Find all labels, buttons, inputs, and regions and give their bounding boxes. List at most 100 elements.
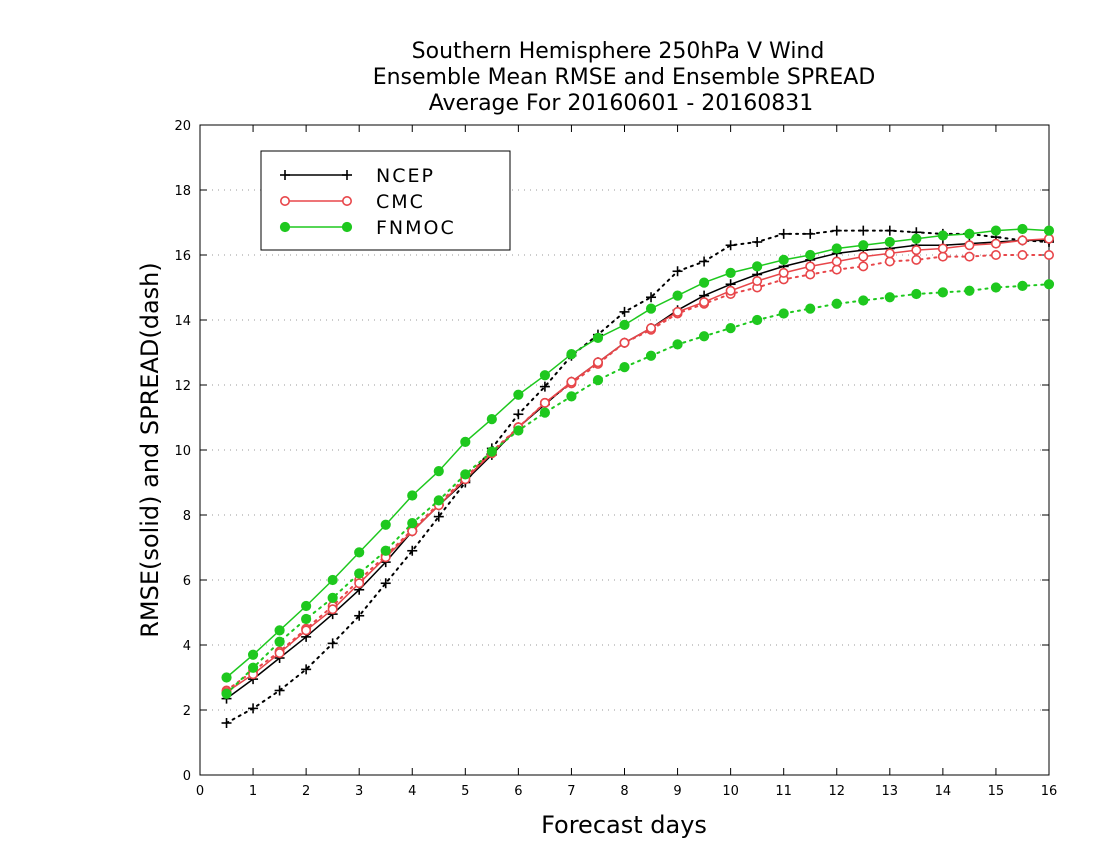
x-tick-label: 9	[673, 784, 681, 799]
fnmoc-rmse-point	[645, 303, 657, 314]
fnmoc-spread-point	[805, 303, 816, 314]
title-line-1: Southern Hemisphere 250hPa V Wind	[412, 39, 825, 64]
fnmoc-rmse-point	[858, 240, 869, 251]
fnmoc-spread-point	[1043, 279, 1055, 290]
fnmoc-spread-point	[566, 391, 577, 402]
cmc-rmse-point	[858, 251, 869, 262]
cmc-spread-point	[911, 254, 922, 265]
ncep-spread-point	[221, 718, 232, 728]
y-tick-label: 2	[183, 704, 191, 719]
fnmoc-spread-point	[831, 298, 842, 309]
cmc-spread-point	[858, 261, 869, 272]
y-tick-label: 16	[174, 249, 191, 264]
fnmoc-spread-point	[592, 375, 604, 386]
fnmoc-rmse-point	[380, 519, 391, 530]
fnmoc-spread-point	[460, 469, 471, 480]
y-axis-title: RMSE(solid) and SPREAD(dash)	[136, 262, 164, 638]
cmc-rmse-point	[619, 337, 630, 348]
fnmoc-rmse-point	[592, 332, 604, 343]
ncep-spread-point	[301, 664, 312, 675]
y-tick-label: 18	[174, 184, 191, 199]
series-layer	[221, 223, 1055, 728]
fnmoc-rmse-point	[672, 290, 683, 301]
fnmoc-rmse-point	[725, 267, 736, 278]
ncep-spread-point	[433, 511, 444, 522]
fnmoc-spread-point	[221, 688, 232, 699]
y-tick-label: 6	[183, 574, 191, 589]
y-tick-label: 8	[183, 509, 191, 524]
fnmoc-rmse-point	[1017, 223, 1028, 235]
fnmoc-rmse-point	[937, 230, 948, 241]
cmc-spread-point	[990, 250, 1001, 261]
fnmoc-rmse-point	[486, 414, 497, 425]
ncep-spread-point	[646, 292, 657, 303]
x-tick-label: 16	[1041, 784, 1058, 799]
ncep-spread-point	[354, 610, 365, 621]
x-tick-label: 1	[249, 784, 257, 799]
ncep-spread-point	[380, 578, 391, 589]
fnmoc-rmse-point	[831, 243, 842, 254]
fnmoc-spread-point	[725, 323, 736, 334]
fnmoc-rmse-point	[778, 254, 789, 265]
fnmoc-spread-line	[225, 283, 1050, 695]
cmc-rmse-point	[592, 357, 603, 368]
fnmoc-spread-point	[884, 292, 895, 303]
fnmoc-spread-point	[274, 636, 285, 647]
cmc-rmse-point	[725, 285, 736, 296]
fnmoc-rmse-point	[327, 574, 338, 586]
fnmoc-rmse-point	[247, 649, 259, 660]
cmc-rmse-point	[566, 376, 577, 387]
legend-fnmoc-marker	[341, 221, 353, 233]
cmc-spread-point	[1017, 250, 1028, 261]
fnmoc-spread-point	[778, 308, 789, 319]
cmc-rmse-point	[831, 256, 842, 267]
fnmoc-spread-point	[672, 339, 683, 350]
fnmoc-spread-point	[513, 425, 524, 436]
ncep-spread-point	[513, 409, 524, 420]
fnmoc-spread-point	[1017, 280, 1028, 291]
y-tick-label: 4	[183, 639, 191, 654]
fnmoc-rmse-point	[433, 466, 444, 477]
x-tick-label: 0	[196, 784, 204, 799]
ncep-spread-point	[831, 225, 842, 236]
fnmoc-spread-point	[698, 331, 710, 342]
cmc-rmse-point	[407, 526, 418, 537]
title-line-3: Average For 20160601 - 20160831	[429, 91, 814, 116]
fnmoc-spread-point	[486, 446, 497, 457]
y-tick-label: 0	[183, 769, 191, 784]
ncep-spread-point	[619, 306, 630, 317]
fnmoc-rmse-line	[226, 228, 1050, 679]
fnmoc-rmse-point	[805, 249, 816, 261]
cmc-rmse-point	[699, 297, 710, 308]
x-tick-label: 15	[988, 784, 1005, 799]
cmc-rmse-line	[226, 238, 1050, 693]
fnmoc-rmse-point	[911, 233, 922, 244]
cmc-rmse-point	[672, 306, 683, 317]
fnmoc-rmse-point	[274, 625, 285, 636]
fnmoc-rmse-point	[619, 319, 630, 330]
legend-ncep-marker	[280, 170, 290, 180]
fnmoc-rmse-point	[301, 600, 312, 612]
x-tick-label: 3	[355, 784, 363, 799]
legend-cmc-marker	[279, 196, 290, 207]
cmc-spread-line	[225, 254, 1050, 692]
y-tick-label: 12	[174, 379, 191, 394]
fnmoc-rmse-point	[884, 236, 895, 248]
fnmoc-spread-point	[433, 495, 444, 506]
x-tick-label: 2	[302, 784, 310, 799]
x-tick-label: 6	[514, 784, 522, 799]
y-tick-label: 20	[174, 119, 191, 134]
cmc-spread-point	[805, 269, 816, 280]
fnmoc-spread-point	[752, 314, 763, 326]
fnmoc-spread-point	[380, 545, 391, 556]
fnmoc-spread-point	[990, 282, 1002, 293]
cmc-rmse-point	[1044, 233, 1055, 244]
x-axis-title: Forecast days	[541, 811, 707, 839]
cmc-rmse-point	[937, 243, 948, 254]
cmc-rmse-point	[805, 261, 816, 272]
x-axis: 0 1 2 3 4 5 6 7 8 9 10 11 12 13 14 15 16	[196, 125, 1057, 799]
y-tick-label: 14	[174, 314, 191, 329]
fnmoc-rmse-point	[566, 349, 577, 360]
fnmoc-spread-point	[619, 362, 630, 373]
